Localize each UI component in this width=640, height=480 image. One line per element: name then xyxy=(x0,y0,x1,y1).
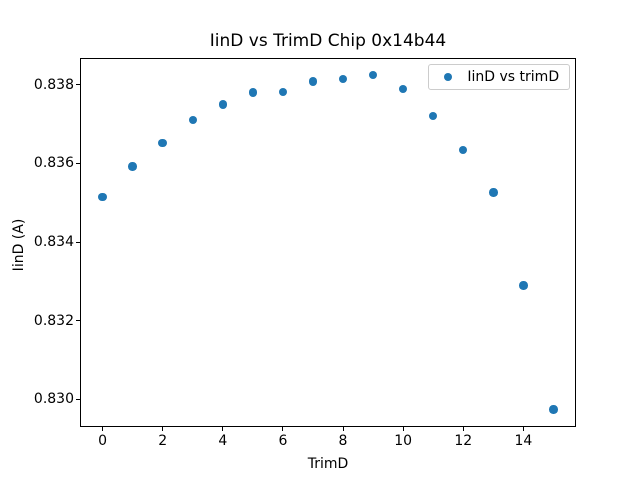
scatter-point xyxy=(278,87,288,97)
y-tick-mark xyxy=(76,398,80,400)
scatter-point xyxy=(368,71,378,80)
x-tick-label: 6 xyxy=(278,433,288,449)
scatter-point xyxy=(218,100,227,109)
x-axis-label: TrimD xyxy=(307,456,349,472)
y-tick-label: 0.836 xyxy=(33,155,74,172)
plot-area xyxy=(80,58,576,427)
x-tick-mark xyxy=(522,427,524,431)
legend: IinD vs trimD xyxy=(428,64,570,90)
x-tick-mark xyxy=(342,427,344,431)
x-tick-label: 8 xyxy=(338,433,348,449)
x-tick-mark xyxy=(222,427,224,431)
x-tick-label: 10 xyxy=(394,433,413,449)
scatter-point xyxy=(549,405,558,414)
legend-marker-icon xyxy=(444,72,453,82)
x-tick-mark xyxy=(462,427,464,431)
x-tick-mark xyxy=(162,427,164,431)
legend-label: IinD vs trimD xyxy=(467,69,560,85)
scatter-point xyxy=(188,115,197,124)
scatter-point xyxy=(398,84,408,94)
scatter-point xyxy=(98,192,107,202)
x-tick-label: 2 xyxy=(158,433,168,449)
y-tick-mark xyxy=(76,320,80,322)
chart-title: IinD vs TrimD Chip 0x14b44 xyxy=(209,31,447,51)
x-tick-label: 12 xyxy=(454,433,473,449)
y-tick-mark xyxy=(76,162,80,164)
scatter-point xyxy=(128,162,137,171)
scatter-point xyxy=(338,75,348,84)
y-tick-label: 0.838 xyxy=(33,76,74,93)
y-axis-label: IinD (A) xyxy=(11,218,27,272)
y-tick-label: 0.834 xyxy=(33,234,74,251)
x-tick-label: 14 xyxy=(514,433,533,449)
scatter-point xyxy=(429,111,438,121)
y-tick-mark xyxy=(76,84,80,86)
y-tick-mark xyxy=(76,241,80,243)
x-tick-mark xyxy=(102,427,104,431)
scatter-point xyxy=(459,145,468,155)
y-tick-label: 0.832 xyxy=(33,312,74,329)
x-tick-mark xyxy=(402,427,404,431)
scatter-point xyxy=(519,281,528,290)
x-tick-label: 4 xyxy=(218,433,228,449)
y-tick-label: 0.830 xyxy=(33,391,74,408)
scatter-point xyxy=(308,77,318,86)
scatter-point xyxy=(489,188,498,197)
scatter-point xyxy=(158,138,167,148)
x-tick-mark xyxy=(282,427,284,431)
scatter-point xyxy=(248,88,258,97)
x-tick-label: 0 xyxy=(98,433,107,449)
